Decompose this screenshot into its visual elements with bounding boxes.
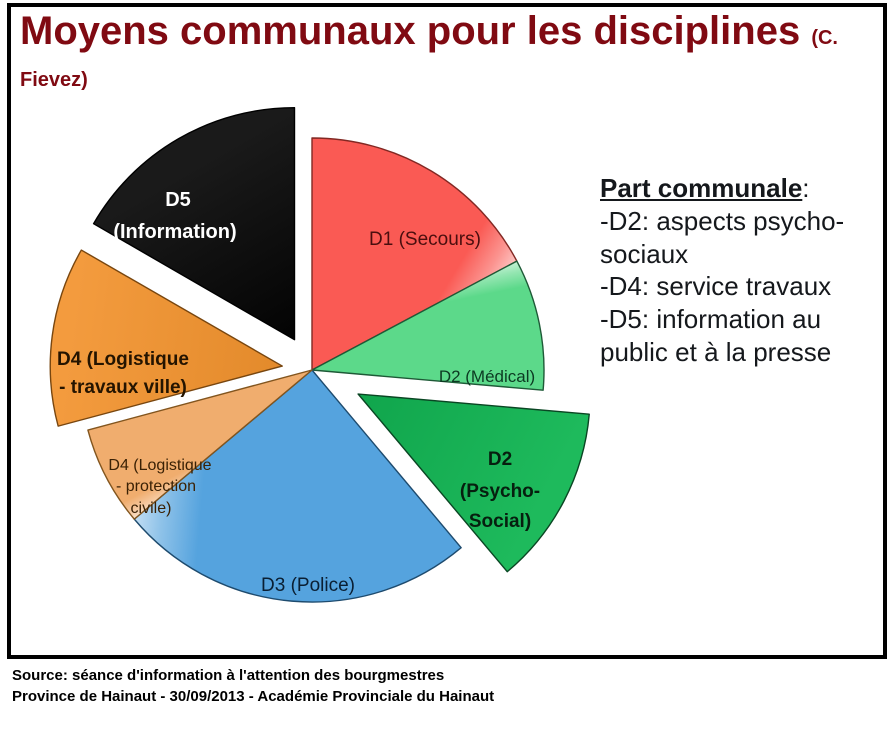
svg-text:D2: D2 xyxy=(488,449,512,470)
svg-text:Social): Social) xyxy=(469,511,531,532)
svg-text:(Psycho-: (Psycho- xyxy=(460,481,540,502)
svg-text:D4 (Logistique: D4 (Logistique xyxy=(108,457,211,474)
svg-text:D1 (Secours): D1 (Secours) xyxy=(369,229,481,250)
svg-text:(Information): (Information) xyxy=(113,221,236,243)
svg-text:- travaux ville): - travaux ville) xyxy=(59,377,187,398)
svg-text:D3 (Police): D3 (Police) xyxy=(261,575,355,596)
svg-text:D5: D5 xyxy=(165,189,191,211)
svg-text:civile): civile) xyxy=(131,500,172,517)
svg-text:D4 (Logistique: D4 (Logistique xyxy=(57,349,189,370)
svg-text:- protection: - protection xyxy=(116,478,196,495)
svg-text:D2 (Médical): D2 (Médical) xyxy=(439,367,535,386)
